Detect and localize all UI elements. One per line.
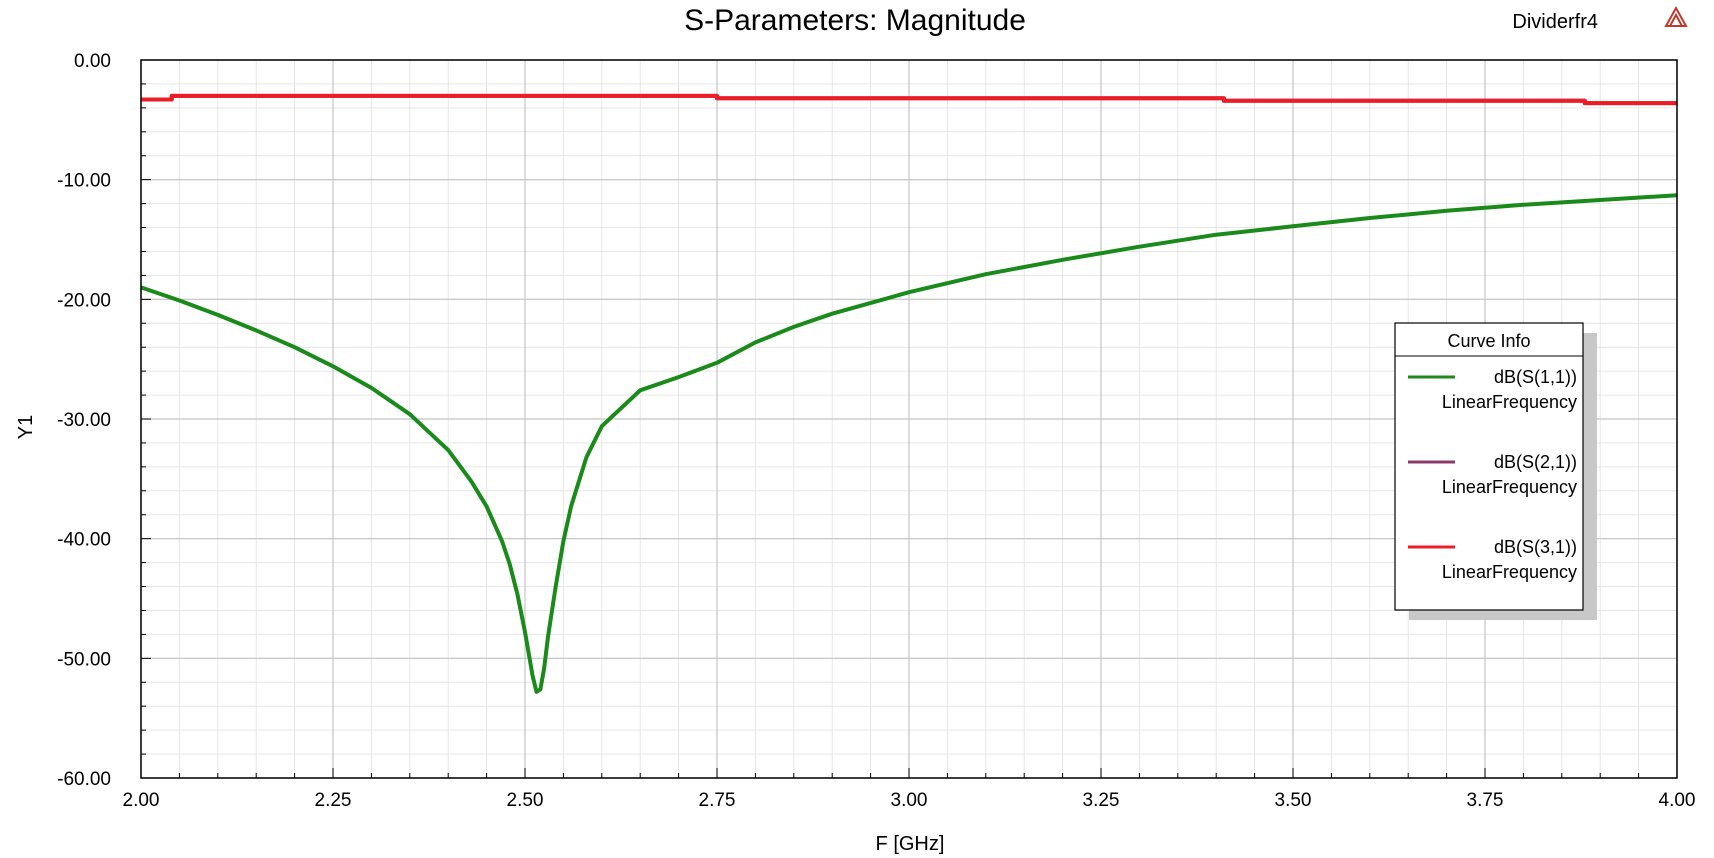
y-tick-label: -10.00: [57, 171, 111, 192]
legend-series-sub: LinearFrequency: [1442, 477, 1577, 497]
x-axis-label: F [GHz]: [876, 833, 945, 855]
legend-series-sub: LinearFrequency: [1442, 392, 1577, 412]
x-tick-label: 2.50: [507, 790, 544, 811]
legend-series-sub: LinearFrequency: [1442, 562, 1577, 582]
series-line-1: [140, 193, 1678, 694]
y-tick-label: -20.00: [57, 290, 111, 311]
x-tick-label: 2.75: [699, 790, 736, 811]
legend-title: Curve Info: [1447, 331, 1530, 351]
chart-title: S-Parameters: Magnitude: [684, 4, 1026, 37]
x-tick-label: 2.00: [123, 790, 160, 811]
x-tick-label: 3.00: [891, 790, 928, 811]
series-line-3: [141, 93, 1677, 106]
legend-series-name: dB(S(1,1)): [1494, 367, 1577, 387]
legend-entries: dB(S(1,1)) LinearFrequency dB(S(2,1)) Linea…: [1408, 367, 1577, 582]
x-tick-label: 4.00: [1659, 790, 1696, 811]
x-tick-labels: 2.00 2.25 2.50 2.75 3.00 3.25 3.50 3.75 4.00: [123, 790, 1696, 811]
y-tick-labels: 0.00 -10.00 -20.00 -30.00 -40.00 -50.00 -60.00: [57, 51, 111, 790]
series-layer: [140, 93, 1678, 694]
y-axis-label: Y1: [15, 415, 37, 439]
legend-series-name: dB(S(3,1)): [1494, 537, 1577, 557]
x-tick-label: 2.25: [315, 790, 352, 811]
y-tick-label: -50.00: [57, 649, 111, 670]
y-tick-label: -40.00: [57, 530, 111, 551]
legend-box: [1394, 322, 1584, 611]
y-tick-label: -60.00: [57, 769, 111, 790]
ansys-logo-icon: [1664, 5, 1688, 27]
legend-series-name: dB(S(2,1)): [1494, 452, 1577, 472]
x-tick-label: 3.25: [1083, 790, 1120, 811]
legend[interactable]: Curve Info dB(S(1,1))LinearFrequencydB(S…: [1394, 322, 1597, 620]
axis-ticks: [140, 59, 1678, 779]
plot-frame: [140, 59, 1678, 779]
y-tick-label: 0.00: [74, 51, 111, 72]
y-tick-label: -30.00: [57, 410, 111, 431]
x-tick-label: 3.75: [1467, 790, 1504, 811]
design-name: Dividerfr4: [1512, 11, 1598, 33]
x-tick-label: 3.50: [1275, 790, 1312, 811]
